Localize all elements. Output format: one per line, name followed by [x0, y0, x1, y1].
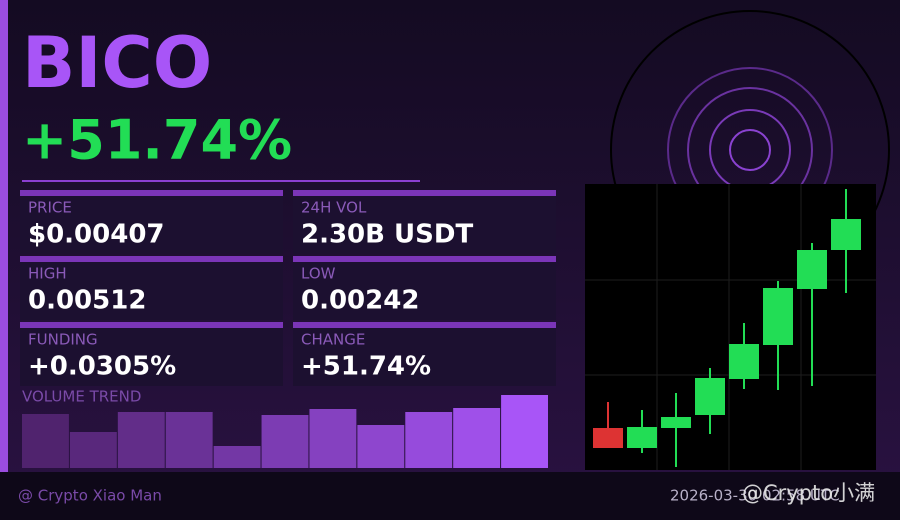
stat-label: 24H VOL [301, 199, 367, 217]
stat-value: +51.74% [301, 352, 431, 382]
stat-accent [20, 322, 283, 328]
stat-label: CHANGE [301, 331, 365, 349]
candle-body [797, 250, 827, 289]
volume-bar [165, 412, 213, 468]
stat-label: LOW [301, 265, 336, 283]
candle-panel [585, 184, 876, 470]
stat-value: $0.00407 [28, 220, 165, 250]
candle-body [763, 288, 793, 345]
volume-bar [309, 409, 357, 468]
volume-chart [22, 395, 548, 468]
stat-box [20, 322, 283, 386]
candle-body [729, 344, 759, 379]
stat-box [20, 190, 283, 254]
author: @ Crypto Xiao Man [18, 487, 162, 505]
stat-accent [293, 256, 556, 262]
volume-bar [405, 412, 453, 468]
timestamp: 2026-03-30 02:58 UTC [670, 487, 840, 505]
stat-value: 0.00512 [28, 286, 146, 316]
stat-label: PRICE [28, 199, 72, 217]
volume-bar [213, 446, 261, 468]
volume-bar [453, 408, 501, 468]
candle-body [695, 378, 725, 415]
stat-accent [293, 190, 556, 196]
footer-bar [0, 472, 900, 520]
watermark: @Crypto小满 [742, 481, 875, 505]
accent-bar [0, 0, 8, 472]
stat-box [293, 322, 556, 386]
stat-value: 0.00242 [301, 286, 419, 316]
stat-box [293, 256, 556, 320]
candle-body [627, 427, 657, 448]
stats-grid: PRICE $0.00407 24H VOL 2.30B USDT HIGH 0.0051… [20, 190, 556, 386]
candle-body [831, 219, 861, 250]
volume-bar [357, 425, 405, 468]
ticker: BICO [22, 22, 212, 104]
volume-bar [261, 415, 309, 468]
stat-accent [293, 322, 556, 328]
volume-bar [117, 412, 165, 468]
stat-accent [20, 190, 283, 196]
change-headline: +51.74% [22, 109, 292, 172]
candle-body [661, 417, 691, 428]
stat-label: FUNDING [28, 331, 98, 349]
volume-bar [69, 432, 117, 468]
candle-body [593, 428, 623, 448]
stat-box [293, 190, 556, 254]
stat-accent [20, 256, 283, 262]
volume-bar [22, 414, 69, 468]
stat-value: 2.30B USDT [301, 220, 473, 250]
volume-bar [501, 395, 548, 468]
volume-label: VOLUME TREND [22, 388, 141, 406]
stat-label: HIGH [28, 265, 67, 283]
stat-value: +0.0305% [28, 352, 176, 382]
stat-box [20, 256, 283, 320]
candle-chart [593, 189, 861, 467]
